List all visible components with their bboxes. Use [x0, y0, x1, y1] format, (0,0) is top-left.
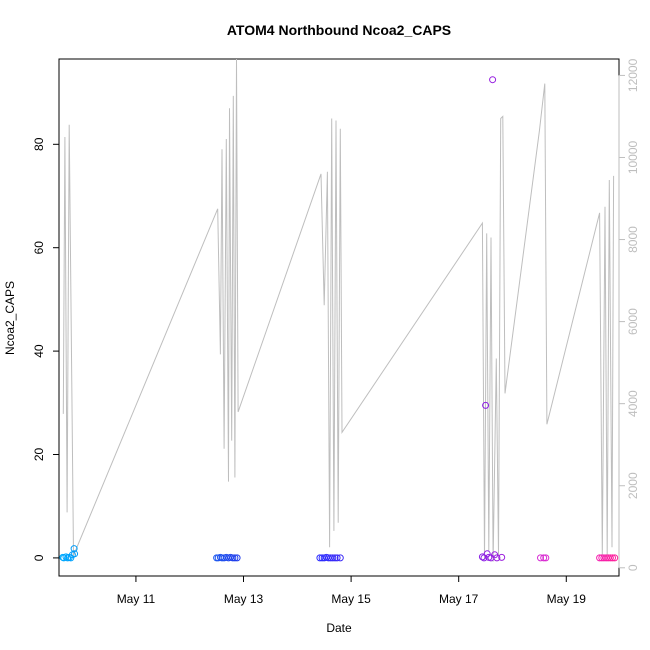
y-right-tick-label-2: 4000 — [626, 390, 640, 417]
scatter-point-18 — [231, 554, 239, 562]
plot-area: May 11 May 13 May 15 May 17 May 190204060800… — [32, 58, 640, 606]
scatter-point-2 — [62, 553, 70, 561]
y-right-tick-label-3: 6000 — [626, 308, 640, 335]
x-axis-label: Date — [326, 621, 352, 635]
scatter-point-50 — [611, 554, 619, 562]
scatter-point-33 — [483, 550, 491, 558]
scatter-point-38 — [493, 554, 501, 562]
scatter-point-27 — [331, 554, 339, 562]
x-tick-label-1: May 13 — [224, 592, 264, 606]
y-left-tick-label-2: 40 — [32, 344, 46, 358]
scatter-point-29 — [336, 554, 344, 562]
scatter-point-7 — [70, 545, 78, 553]
scatter-point-48 — [606, 554, 614, 562]
y-axis-label: Ncoa2_CAPS — [3, 281, 17, 355]
scatter-point-40 — [537, 554, 544, 562]
y-left-tick-label-3: 60 — [32, 241, 46, 255]
scatter-point-32 — [482, 401, 490, 409]
scatter-point-19 — [233, 554, 241, 562]
x-tick-label-3: May 17 — [439, 592, 479, 606]
scatter-point-20 — [316, 554, 324, 562]
right-axis-line-series — [62, 58, 615, 562]
y-left-tick-label-4: 80 — [32, 137, 46, 151]
scatter-point-36 — [489, 76, 497, 84]
y-right-tick-label-4: 8000 — [626, 226, 640, 253]
scatter-point-39 — [498, 553, 506, 561]
y-right-tick-label-1: 2000 — [626, 472, 640, 499]
scatter-point-42 — [542, 554, 550, 562]
scatter-point-8 — [71, 550, 79, 558]
y-left-tick-label-0: 0 — [32, 554, 46, 561]
y-right-tick-label-5: 10000 — [626, 140, 640, 174]
y-right-tick-label-6: 12000 — [626, 58, 640, 92]
scatter-point-28 — [333, 554, 341, 562]
scatter-point-17 — [229, 554, 237, 562]
scatter-point-26 — [329, 554, 337, 562]
scatter-point-41 — [540, 554, 548, 562]
y-left-tick-label-1: 20 — [32, 448, 46, 462]
x-tick-label-0: May 11 — [117, 592, 156, 606]
scatter-point-49 — [609, 554, 616, 562]
x-tick-label-4: May 19 — [547, 592, 587, 606]
y-right-tick-label-0: 0 — [626, 564, 640, 571]
chart-title: ATOM4 Northbound Ncoa2_CAPS — [227, 22, 451, 38]
x-tick-label-2: May 15 — [331, 592, 371, 606]
